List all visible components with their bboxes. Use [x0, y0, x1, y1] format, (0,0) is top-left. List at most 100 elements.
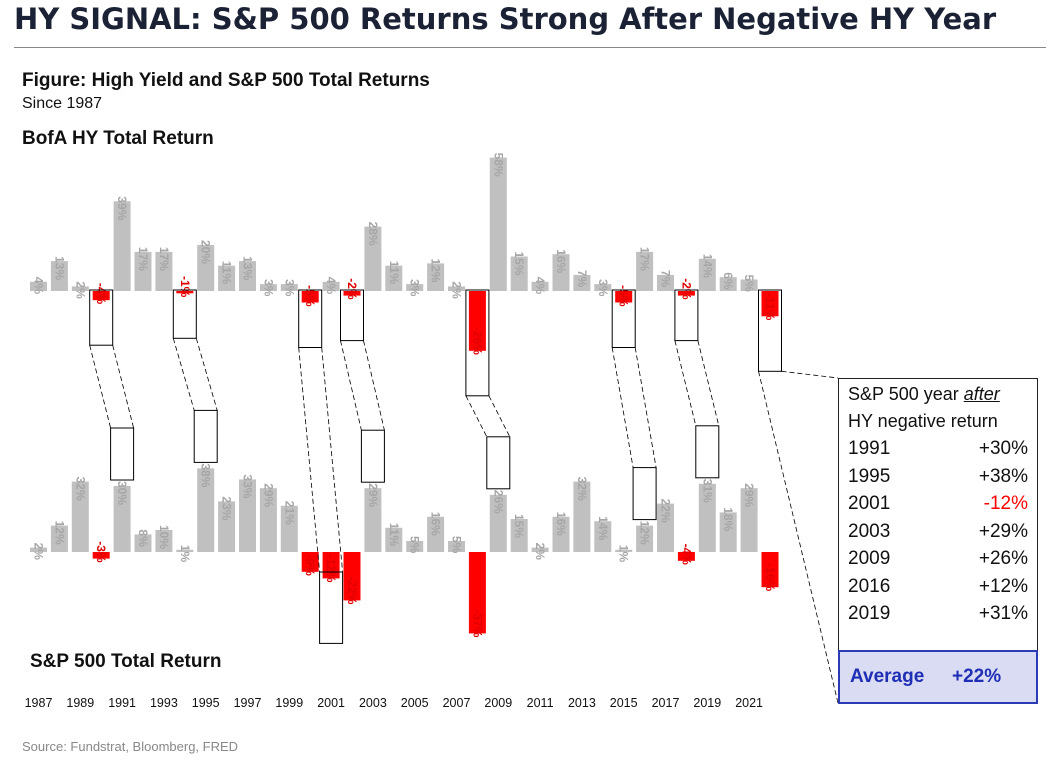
summary-year: 2016 [848, 575, 891, 597]
summary-return: +38% [978, 465, 1028, 487]
hy-bar [71, 286, 89, 291]
highlight-connector [172, 338, 195, 411]
hy-bar [427, 263, 445, 291]
hy-data-label: -4% [94, 283, 108, 305]
hy-data-label: 20% [199, 240, 213, 264]
sp-data-label: 29% [261, 483, 275, 507]
sp-bar [615, 549, 633, 552]
summary-average-row: Average +22% [838, 650, 1038, 704]
sp-data-label: 23% [220, 496, 234, 520]
sp-data-label: 5% [408, 536, 422, 554]
x-axis-tick-label: 1989 [66, 696, 94, 710]
sp-bar [30, 547, 47, 552]
highlight-connector [465, 395, 488, 437]
sp-data-label: 1% [178, 545, 192, 563]
summary-year: 1991 [848, 438, 891, 459]
sp-bar [427, 516, 445, 552]
hy-bar [489, 157, 507, 291]
hy-bar [176, 291, 194, 294]
x-axis-tick-label: 2003 [359, 696, 387, 710]
sp-bar [531, 547, 549, 552]
hy-bar [573, 274, 591, 291]
sp-bar [301, 552, 319, 572]
summary-return: +31% [978, 603, 1028, 624]
x-axis-tick-label: 2017 [652, 696, 680, 710]
sp-data-label: -3% [94, 541, 108, 563]
summary-row: 2009 +26% [839, 545, 1037, 573]
hy-data-label: 11% [387, 261, 401, 285]
sp-data-label: 10% [157, 525, 171, 549]
sp-bar [71, 481, 89, 552]
x-axis-tick-label: 1997 [234, 696, 262, 710]
hy-highlight-box [465, 289, 490, 397]
sp-bar [657, 503, 674, 552]
page-title: HY SIGNAL: S&P 500 Returns Strong After … [14, 2, 997, 36]
summary-return: -12% [983, 493, 1028, 514]
sp-bar [761, 552, 779, 588]
hy-highlight-box [89, 289, 114, 346]
sp-bar [740, 488, 758, 552]
hy-bar [719, 277, 737, 291]
hy-data-label: 58% [491, 153, 505, 177]
highlight-connector [488, 395, 511, 437]
hy-chart-title: BofA HY Total Return [22, 128, 214, 149]
hy-data-label: 3% [261, 279, 275, 297]
hy-bar [698, 258, 716, 291]
sp-bar [92, 552, 110, 559]
hy-data-label: 2% [450, 281, 464, 299]
summary-heading: S&P 500 year after HY negative return [839, 379, 1037, 435]
sp-data-label: 16% [429, 512, 443, 536]
hy-bar [322, 281, 340, 291]
x-axis-tick-label: 2005 [401, 696, 429, 710]
sp-bar [364, 488, 382, 552]
table-connector [758, 371, 839, 704]
sp-bar [406, 541, 424, 552]
summary-return: +26% [978, 548, 1028, 569]
highlight-connector [611, 347, 634, 468]
hy-data-label: 4% [533, 277, 547, 295]
x-axis-tick-label: 1987 [25, 696, 53, 710]
sp-bar [698, 483, 716, 552]
sp-data-label: 22% [659, 499, 673, 523]
hy-data-label: 7% [659, 270, 673, 288]
highlight-connector [634, 347, 657, 468]
hy-bar [30, 281, 47, 291]
highlight-connector [674, 340, 697, 426]
summary-row: 1991 +30% [839, 435, 1037, 463]
x-axis-tick-label: 1999 [275, 696, 303, 710]
hy-bar [740, 279, 758, 291]
sp-data-label: 32% [575, 477, 589, 501]
sp-data-label: -4% [679, 543, 693, 565]
hy-bar [218, 265, 236, 291]
hy-data-label: 5% [742, 275, 756, 293]
hy-data-label: 3% [282, 279, 296, 297]
highlight-connector [321, 347, 343, 573]
sp-data-label: 16% [554, 512, 568, 536]
hy-bar [468, 291, 486, 351]
sp-data-label: 2% [32, 543, 46, 561]
hy-data-label: 14% [700, 254, 714, 278]
hy-data-label: 17% [157, 247, 171, 271]
highlight-connector [298, 347, 320, 573]
sp-bar [239, 479, 256, 552]
title-divider [14, 47, 1046, 48]
summary-rows: 1991 +30% 1995 +38% 2001 -12% 2003 +29% 2009 +26%… [839, 435, 1037, 628]
hy-highlight-box [674, 289, 699, 342]
summary-row: 2019 +31% [839, 600, 1037, 628]
sp-bar [197, 468, 215, 552]
hy-bar [657, 274, 674, 291]
sp-data-label: 15% [512, 514, 526, 538]
sp-highlight-box [193, 409, 218, 463]
hy-bar [155, 251, 173, 291]
sp-bar [552, 516, 570, 552]
hy-bar [239, 261, 256, 291]
hy-bar [531, 281, 549, 291]
hy-data-label: 13% [52, 256, 66, 280]
sp-data-label: 14% [596, 516, 610, 540]
summary-return: +30% [978, 438, 1028, 459]
hy-data-label: -2% [679, 278, 693, 300]
sp-data-label: 5% [450, 536, 464, 554]
hy-data-label: 6% [721, 272, 735, 290]
sp-data-label: 21% [282, 501, 296, 525]
